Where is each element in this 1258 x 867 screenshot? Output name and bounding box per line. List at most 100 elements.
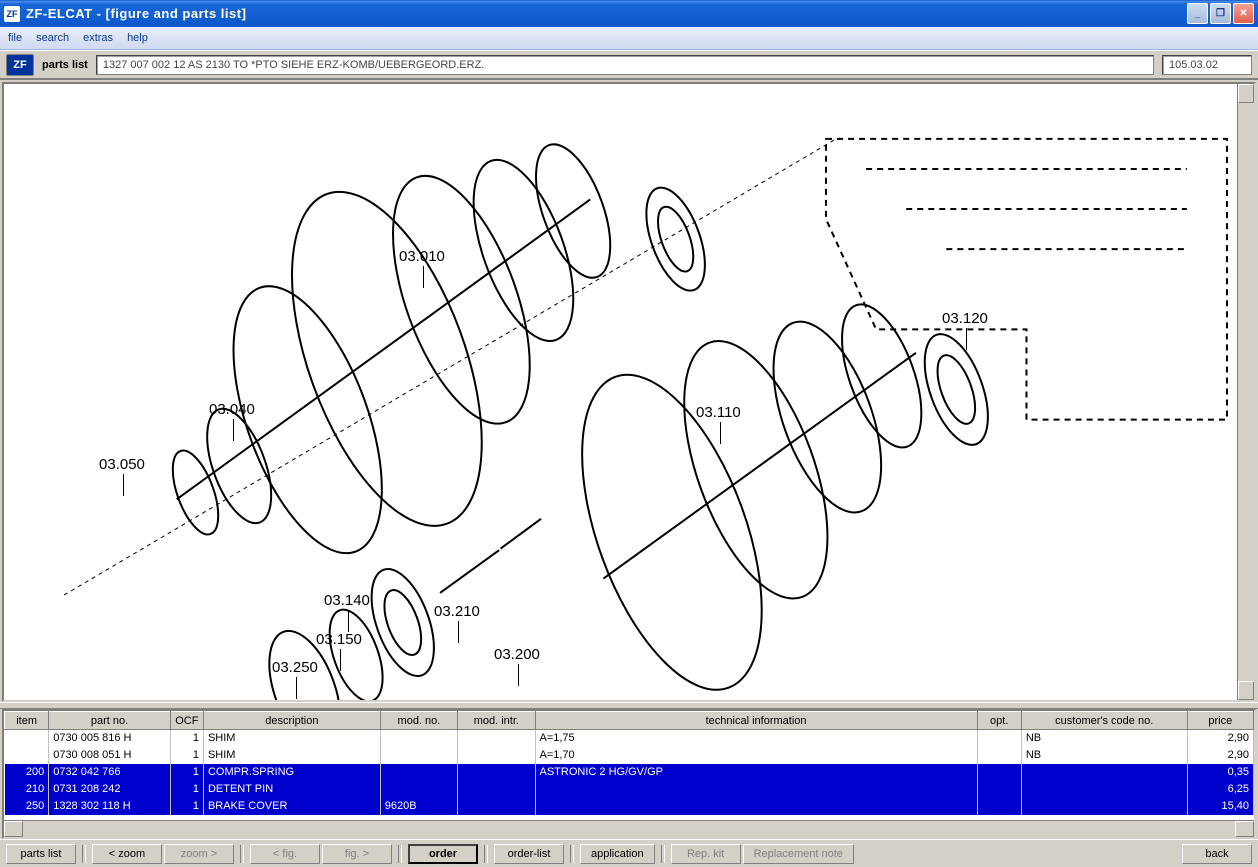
replacement-note-button[interactable]: Replacement note [743, 844, 854, 864]
cell-cust: NB [1021, 730, 1187, 747]
cell-desc: DETENT PIN [203, 781, 380, 798]
column-header-item[interactable]: item [5, 712, 49, 730]
cell-modintr [458, 764, 535, 781]
cell-ocf: 1 [170, 781, 203, 798]
cell-desc: COMPR.SPRING [203, 764, 380, 781]
vertical-scrollbar[interactable] [1237, 84, 1254, 700]
callout-label[interactable]: 03.200 [494, 646, 540, 663]
cell-opt [977, 730, 1021, 747]
cell-modintr [458, 730, 535, 747]
app-icon: ZF [4, 6, 20, 22]
cell-price: 6,25 [1187, 781, 1253, 798]
cell-tech [535, 798, 977, 815]
cell-partno: 0730 008 051 H [49, 747, 171, 764]
callout-label[interactable]: 03.150 [316, 631, 362, 648]
separator [398, 845, 402, 863]
menu-help[interactable]: help [127, 32, 148, 44]
column-header-modintr[interactable]: mod. intr. [458, 712, 535, 730]
info-bar: ZF parts list 1327 007 002 12 AS 2130 TO… [0, 50, 1258, 80]
cell-modno [380, 730, 457, 747]
horizontal-splitter[interactable] [0, 702, 1258, 709]
parts-list-label: parts list [42, 59, 88, 71]
table-row[interactable]: 0730 008 051 H1SHIMA=1,70NB2,90 [5, 747, 1254, 764]
zoom-out-button[interactable]: < zoom [92, 844, 162, 864]
back-button[interactable]: back [1182, 844, 1252, 864]
next-fig-button[interactable]: fig. > [322, 844, 392, 864]
column-header-opt[interactable]: opt. [977, 712, 1021, 730]
callout-label[interactable]: 03.210 [434, 603, 480, 620]
parts-table[interactable]: itempart no.OCFdescriptionmod. no.mod. i… [4, 711, 1254, 815]
cell-modintr [458, 747, 535, 764]
cell-item [5, 730, 49, 747]
close-button[interactable]: ✕ [1233, 3, 1254, 24]
button-bar: parts list < zoom zoom > < fig. fig. > o… [0, 839, 1258, 867]
figure-viewport[interactable]: 03.010 03.040 03.050 03.110 03.120 03.140 03.1… [2, 82, 1256, 702]
cell-cust [1021, 798, 1187, 815]
cell-cust [1021, 781, 1187, 798]
window-title: ZF-ELCAT - [figure and parts list] [26, 6, 1187, 21]
order-button[interactable]: order [408, 844, 478, 864]
parts-list-button[interactable]: parts list [6, 844, 76, 864]
application-button[interactable]: application [580, 844, 655, 864]
cell-opt [977, 764, 1021, 781]
cell-tech: A=1,75 [535, 730, 977, 747]
callout-label[interactable]: 03.010 [399, 248, 445, 265]
table-row[interactable]: 0730 005 816 H1SHIMA=1,75NB2,90 [5, 730, 1254, 747]
table-row[interactable]: 2100731 208 2421DETENT PIN6,25 [5, 781, 1254, 798]
separator [484, 845, 488, 863]
menu-file[interactable]: file [8, 32, 22, 44]
column-header-partno[interactable]: part no. [49, 712, 171, 730]
cell-modno [380, 764, 457, 781]
cell-modno [380, 781, 457, 798]
column-header-cust[interactable]: customer's code no. [1021, 712, 1187, 730]
separator [661, 845, 665, 863]
cell-item [5, 747, 49, 764]
cell-partno: 0730 005 816 H [49, 730, 171, 747]
separator [240, 845, 244, 863]
separator [570, 845, 574, 863]
prev-fig-button[interactable]: < fig. [250, 844, 320, 864]
cell-price: 0,35 [1187, 764, 1253, 781]
zf-logo: ZF [6, 54, 34, 76]
maximize-button[interactable]: ❐ [1210, 3, 1231, 24]
cell-ocf: 1 [170, 764, 203, 781]
horizontal-scrollbar[interactable] [4, 820, 1254, 837]
cell-partno: 0732 042 766 [49, 764, 171, 781]
column-header-modno[interactable]: mod. no. [380, 712, 457, 730]
table-row[interactable]: 2501328 302 118 H1BRAKE COVER9620B15,40 [5, 798, 1254, 815]
cell-modintr [458, 781, 535, 798]
minimize-button[interactable]: _ [1187, 3, 1208, 24]
cell-price: 2,90 [1187, 747, 1253, 764]
cell-opt [977, 798, 1021, 815]
cell-ocf: 1 [170, 798, 203, 815]
callout-label[interactable]: 03.040 [209, 401, 255, 418]
menu-bar: file search extras help [0, 27, 1258, 50]
callout-label[interactable]: 03.140 [324, 592, 370, 609]
column-header-desc[interactable]: description [203, 712, 380, 730]
cell-desc: SHIM [203, 730, 380, 747]
diagram-svg [4, 84, 1237, 700]
rep-kit-button[interactable]: Rep. kit [671, 844, 741, 864]
cell-price: 2,90 [1187, 730, 1253, 747]
title-bar: ZF ZF-ELCAT - [figure and parts list] _ … [0, 0, 1258, 27]
order-list-button[interactable]: order-list [494, 844, 564, 864]
callout-label[interactable]: 03.050 [99, 456, 145, 473]
table-header-row: itempart no.OCFdescriptionmod. no.mod. i… [5, 712, 1254, 730]
cell-desc: BRAKE COVER [203, 798, 380, 815]
callout-label[interactable]: 03.250 [272, 659, 318, 676]
zoom-in-button[interactable]: zoom > [164, 844, 234, 864]
menu-search[interactable]: search [36, 32, 69, 44]
cell-item: 250 [5, 798, 49, 815]
column-header-ocf[interactable]: OCF [170, 712, 203, 730]
table-row[interactable]: 2000732 042 7661COMPR.SPRING ASTRONIC 2 H… [5, 764, 1254, 781]
part-identifier-field[interactable]: 1327 007 002 12 AS 2130 TO *PTO SIEHE ER… [96, 55, 1154, 75]
callout-label[interactable]: 03.120 [942, 310, 988, 327]
column-header-price[interactable]: price [1187, 712, 1253, 730]
cell-item: 200 [5, 764, 49, 781]
cell-tech [535, 781, 977, 798]
column-header-tech[interactable]: technical information [535, 712, 977, 730]
cell-cust: NB [1021, 747, 1187, 764]
menu-extras[interactable]: extras [83, 32, 113, 44]
callout-label[interactable]: 03.110 [696, 404, 741, 421]
cell-tech: ASTRONIC 2 HG/GV/GP [535, 764, 977, 781]
